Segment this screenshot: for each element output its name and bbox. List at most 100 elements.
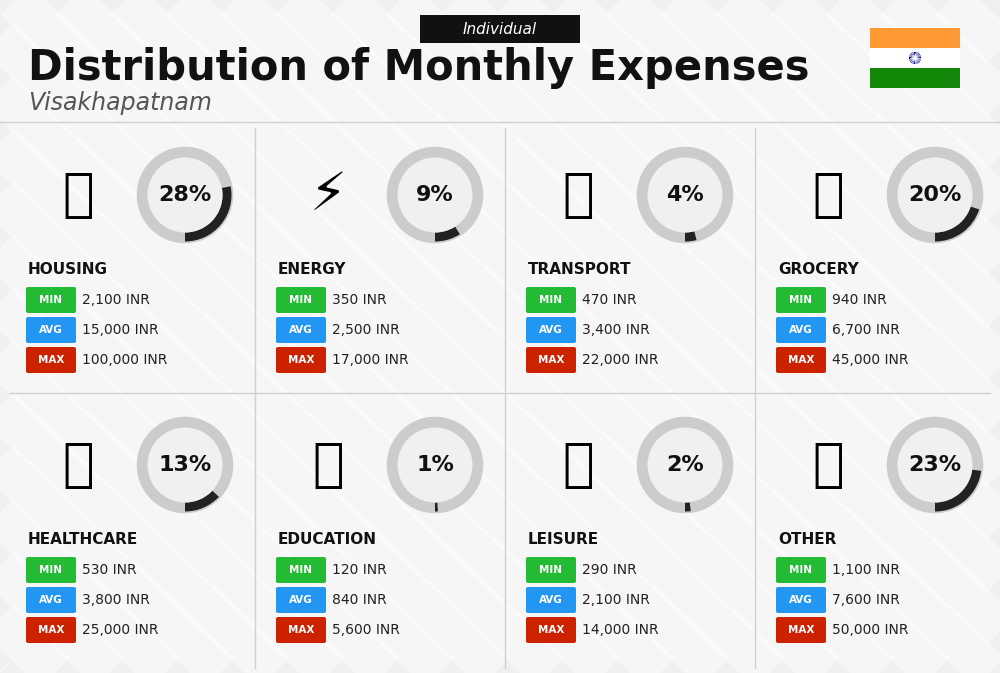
FancyBboxPatch shape <box>776 557 826 583</box>
FancyBboxPatch shape <box>26 287 76 313</box>
FancyBboxPatch shape <box>276 347 326 373</box>
Wedge shape <box>935 470 981 511</box>
Text: MAX: MAX <box>288 625 314 635</box>
Text: MIN: MIN <box>290 295 312 305</box>
Text: EDUCATION: EDUCATION <box>278 532 377 548</box>
Circle shape <box>148 427 222 503</box>
Circle shape <box>909 52 921 64</box>
Text: 840 INR: 840 INR <box>332 593 387 607</box>
Text: GROCERY: GROCERY <box>778 262 859 277</box>
FancyBboxPatch shape <box>526 557 576 583</box>
Text: 3,400 INR: 3,400 INR <box>582 323 650 337</box>
Text: AVG: AVG <box>39 325 63 335</box>
Text: TRANSPORT: TRANSPORT <box>528 262 632 277</box>
Wedge shape <box>935 207 979 242</box>
Text: MAX: MAX <box>788 625 814 635</box>
Text: 120 INR: 120 INR <box>332 563 387 577</box>
Text: 3,800 INR: 3,800 INR <box>82 593 150 607</box>
FancyBboxPatch shape <box>526 347 576 373</box>
Text: 7,600 INR: 7,600 INR <box>832 593 900 607</box>
Text: 100,000 INR: 100,000 INR <box>82 353 167 367</box>
Text: MAX: MAX <box>38 625 64 635</box>
Text: 15,000 INR: 15,000 INR <box>82 323 159 337</box>
FancyBboxPatch shape <box>776 617 826 643</box>
FancyBboxPatch shape <box>26 557 76 583</box>
Wedge shape <box>435 227 460 242</box>
FancyBboxPatch shape <box>526 317 576 343</box>
Text: 350 INR: 350 INR <box>332 293 387 307</box>
FancyBboxPatch shape <box>276 617 326 643</box>
Text: MIN: MIN <box>40 565 62 575</box>
Text: 💰: 💰 <box>812 439 844 491</box>
Text: 2%: 2% <box>666 455 704 475</box>
Text: AVG: AVG <box>289 595 313 605</box>
Text: AVG: AVG <box>539 595 563 605</box>
FancyBboxPatch shape <box>276 317 326 343</box>
Text: 45,000 INR: 45,000 INR <box>832 353 908 367</box>
Text: 20%: 20% <box>908 185 962 205</box>
Text: 25,000 INR: 25,000 INR <box>82 623 158 637</box>
Wedge shape <box>185 491 219 511</box>
FancyBboxPatch shape <box>526 617 576 643</box>
Text: 290 INR: 290 INR <box>582 563 637 577</box>
Text: 23%: 23% <box>908 455 962 475</box>
Text: MAX: MAX <box>538 355 564 365</box>
Text: 17,000 INR: 17,000 INR <box>332 353 409 367</box>
Text: 🏢: 🏢 <box>62 169 94 221</box>
Text: 🚌: 🚌 <box>562 169 594 221</box>
Text: LEISURE: LEISURE <box>528 532 599 548</box>
Text: MIN: MIN <box>790 565 812 575</box>
Text: MAX: MAX <box>288 355 314 365</box>
Text: ⚡: ⚡ <box>310 169 347 221</box>
Wedge shape <box>185 186 231 242</box>
FancyBboxPatch shape <box>870 28 960 48</box>
FancyBboxPatch shape <box>776 587 826 613</box>
FancyBboxPatch shape <box>776 287 826 313</box>
FancyBboxPatch shape <box>276 587 326 613</box>
Text: 940 INR: 940 INR <box>832 293 887 307</box>
Circle shape <box>898 157 972 232</box>
FancyBboxPatch shape <box>420 15 580 43</box>
Text: 13%: 13% <box>158 455 212 475</box>
Text: 50,000 INR: 50,000 INR <box>832 623 908 637</box>
Text: AVG: AVG <box>539 325 563 335</box>
FancyBboxPatch shape <box>870 48 960 68</box>
FancyBboxPatch shape <box>26 617 76 643</box>
Circle shape <box>148 157 222 232</box>
Text: 2,500 INR: 2,500 INR <box>332 323 400 337</box>
Text: 6,700 INR: 6,700 INR <box>832 323 900 337</box>
Text: Distribution of Monthly Expenses: Distribution of Monthly Expenses <box>28 47 810 89</box>
FancyBboxPatch shape <box>776 317 826 343</box>
Wedge shape <box>685 502 691 511</box>
Circle shape <box>648 157 722 232</box>
Text: 14,000 INR: 14,000 INR <box>582 623 659 637</box>
Text: 1,100 INR: 1,100 INR <box>832 563 900 577</box>
Text: AVG: AVG <box>789 595 813 605</box>
Text: MAX: MAX <box>38 355 64 365</box>
FancyBboxPatch shape <box>276 557 326 583</box>
Text: AVG: AVG <box>39 595 63 605</box>
Text: Visakhapatnam: Visakhapatnam <box>28 91 212 115</box>
Text: HEALTHCARE: HEALTHCARE <box>28 532 138 548</box>
FancyBboxPatch shape <box>526 287 576 313</box>
Text: MIN: MIN <box>790 295 812 305</box>
Text: OTHER: OTHER <box>778 532 836 548</box>
Text: HOUSING: HOUSING <box>28 262 108 277</box>
FancyBboxPatch shape <box>776 347 826 373</box>
FancyBboxPatch shape <box>26 347 76 373</box>
Text: 🛍: 🛍 <box>562 439 594 491</box>
Wedge shape <box>435 503 438 511</box>
Text: ENERGY: ENERGY <box>278 262 347 277</box>
Circle shape <box>898 427 972 503</box>
Text: 4%: 4% <box>666 185 704 205</box>
Wedge shape <box>685 232 697 242</box>
Text: 🛒: 🛒 <box>812 169 844 221</box>
Text: MIN: MIN <box>540 565 562 575</box>
Text: MIN: MIN <box>540 295 562 305</box>
Text: MAX: MAX <box>788 355 814 365</box>
Text: 2,100 INR: 2,100 INR <box>582 593 650 607</box>
Text: 1%: 1% <box>416 455 454 475</box>
Text: AVG: AVG <box>289 325 313 335</box>
FancyBboxPatch shape <box>276 287 326 313</box>
Circle shape <box>398 427 473 503</box>
